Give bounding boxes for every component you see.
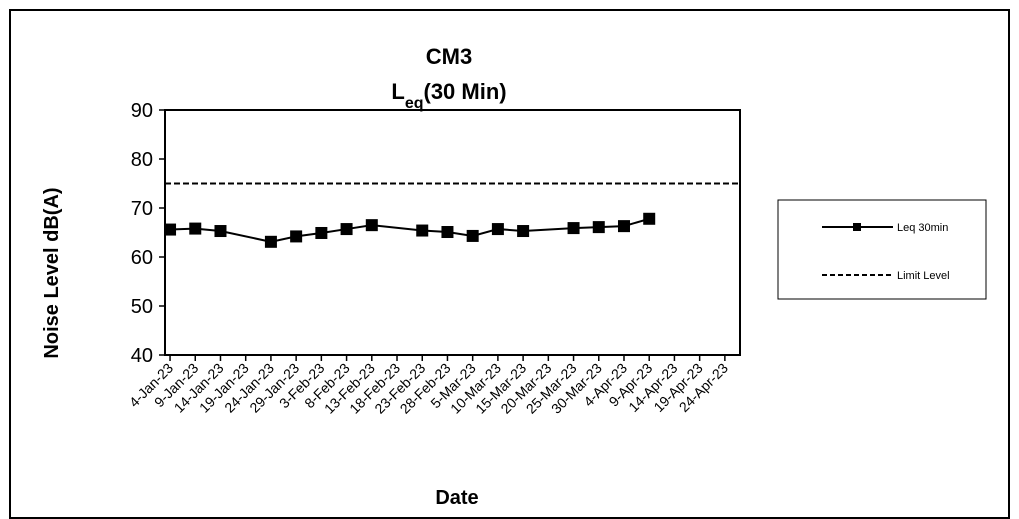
legend: Leq 30min Limit Level bbox=[777, 199, 987, 300]
y-tick-label: 90 bbox=[131, 100, 153, 122]
data-point bbox=[491, 223, 504, 236]
y-axis-title: Noise Level dB(A) bbox=[41, 187, 63, 358]
series-group bbox=[164, 182, 740, 248]
chart-subtitle-rest: (30 Min) bbox=[424, 79, 507, 104]
y-axis: 40 50 60 70 80 90 bbox=[131, 100, 165, 367]
data-point bbox=[567, 222, 580, 235]
data-point bbox=[214, 225, 227, 238]
data-point bbox=[290, 230, 303, 243]
chart-subtitle: Leq(30 Min) bbox=[391, 79, 506, 112]
data-point bbox=[416, 224, 429, 237]
legend-marker-leq bbox=[853, 223, 861, 231]
data-point bbox=[441, 226, 454, 239]
chart-subtitle-sub: eq bbox=[405, 95, 424, 112]
y-tick-label: 50 bbox=[131, 296, 153, 318]
chart-title: CM3 bbox=[426, 44, 472, 69]
chart-subtitle-main: L bbox=[391, 79, 404, 104]
data-point bbox=[315, 226, 328, 239]
x-axis: 4-Jan-239-Jan-2314-Jan-2319-Jan-2324-Jan… bbox=[126, 355, 731, 417]
chart: CM3 Leq(30 Min) 40 50 60 70 80 90 4-Jan-239-J… bbox=[41, 44, 987, 508]
data-point bbox=[164, 223, 177, 236]
y-tick-label: 40 bbox=[131, 345, 153, 367]
y-tick-label: 60 bbox=[131, 247, 153, 269]
y-tick-label: 80 bbox=[131, 149, 153, 171]
data-point bbox=[592, 221, 605, 234]
data-point bbox=[517, 225, 530, 238]
y-tick-label: 70 bbox=[131, 198, 153, 220]
data-point bbox=[264, 235, 277, 248]
data-point bbox=[466, 229, 479, 242]
legend-label-limit: Limit Level bbox=[897, 270, 950, 282]
data-point bbox=[617, 220, 630, 233]
data-point bbox=[189, 222, 202, 235]
data-point bbox=[643, 212, 656, 225]
legend-label-leq: Leq 30min bbox=[897, 222, 948, 234]
legend-box bbox=[777, 199, 987, 300]
data-point bbox=[365, 219, 378, 232]
data-point bbox=[340, 223, 353, 236]
x-axis-title: Date bbox=[435, 487, 478, 508]
